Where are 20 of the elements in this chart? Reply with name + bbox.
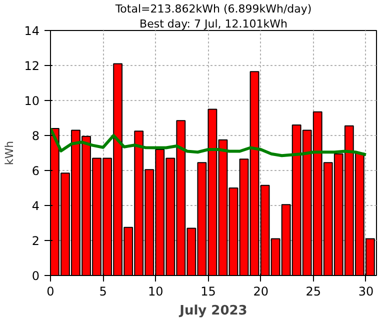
- x-tick-label: 30: [358, 284, 374, 298]
- x-tick-label: 20: [253, 284, 268, 298]
- y-axis-title: kWh: [3, 140, 16, 166]
- x-tick-label: 10: [148, 284, 164, 298]
- y-tick-label: 14: [24, 24, 40, 38]
- y-tick-label: 8: [32, 129, 40, 143]
- x-axis-title: July 2023: [178, 304, 248, 318]
- chart-title: Total=213.862kWh (6.899kWh/day): [114, 2, 312, 16]
- chart-subtitle: Best day: 7 Jul, 12.101kWh: [140, 18, 288, 30]
- y-tick-label: 0: [32, 269, 40, 283]
- y-tick-label: 10: [24, 94, 40, 108]
- x-tick-label: 0: [46, 284, 54, 298]
- y-tick-label: 2: [32, 234, 40, 248]
- x-tick-label: 5: [99, 284, 107, 298]
- y-tick-label: 4: [32, 199, 40, 213]
- x-tick-label: 15: [200, 284, 216, 298]
- y-tick-label: 6: [32, 164, 40, 178]
- line-series: [50, 127, 368, 158]
- x-tick-label: 25: [306, 284, 322, 298]
- y-tick-label: 12: [24, 59, 40, 73]
